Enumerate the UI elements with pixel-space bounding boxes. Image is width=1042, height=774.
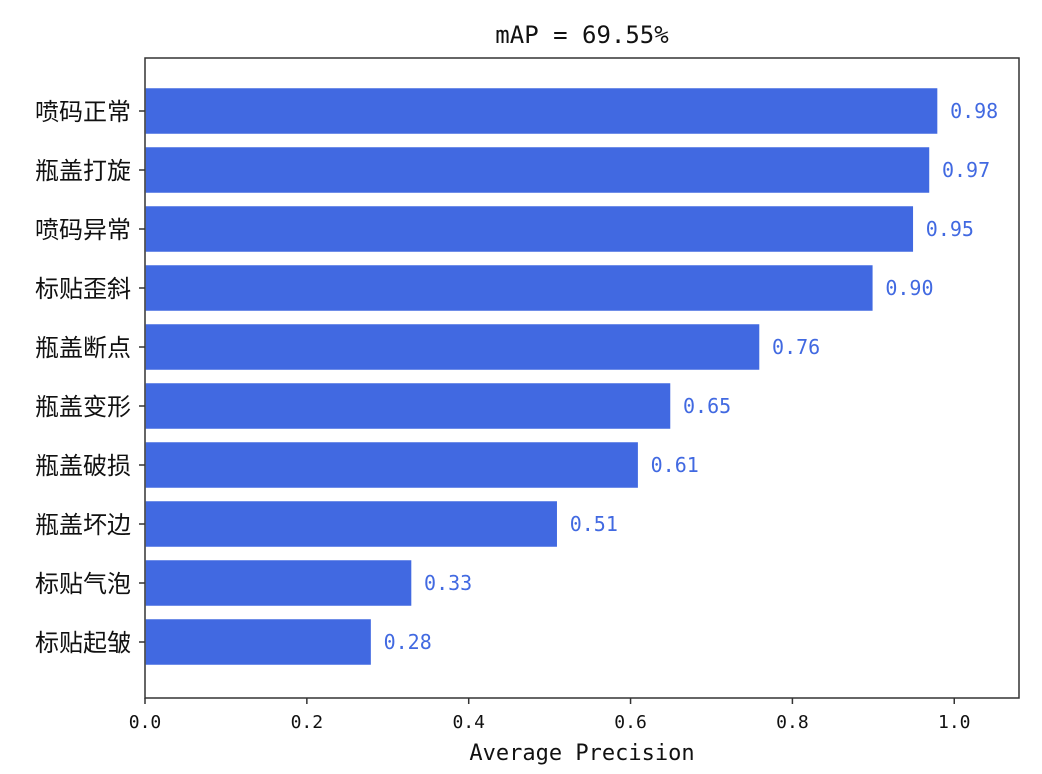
bar	[144, 617, 373, 667]
bar-value-label: 0.65	[683, 394, 731, 418]
bar-value-label: 0.90	[885, 276, 933, 300]
bar	[144, 145, 931, 195]
y-tick-label: 喷码正常	[35, 98, 131, 126]
y-tick-label: 标贴气泡	[35, 570, 131, 598]
bar	[144, 263, 875, 313]
y-tick-label: 标贴歪斜	[35, 275, 131, 303]
x-tick-label: 0.4	[452, 712, 485, 733]
y-tick-label: 喷码异常	[35, 216, 131, 244]
bar-value-label: 0.61	[651, 453, 699, 477]
y-tick-label: 瓶盖打旋	[35, 157, 131, 185]
bar	[144, 381, 672, 431]
x-tick-label: 1.0	[938, 712, 971, 733]
x-tick-label: 0.2	[291, 712, 324, 733]
bar	[144, 322, 761, 372]
bars-layer: 0.98 0.97 0.95 0.90 0.76 0.65 0.61 0.51 0.33 0.28	[144, 86, 998, 667]
bar-value-label: 0.95	[926, 217, 974, 241]
chart-title: mAP = 69.55%	[495, 21, 669, 49]
bar	[144, 499, 559, 549]
plot-frame	[144, 57, 1020, 699]
x-axis-label: Average Precision	[469, 741, 694, 766]
bar-value-label: 0.51	[570, 512, 618, 536]
y-tick-label: 瓶盖坏边	[35, 511, 131, 539]
y-tick-label: 瓶盖破损	[35, 452, 131, 480]
bar-value-label: 0.76	[772, 335, 820, 359]
bar	[144, 86, 939, 136]
y-tick-label: 瓶盖断点	[35, 334, 131, 362]
bar	[144, 204, 915, 254]
y-tick-label: 瓶盖变形	[35, 393, 131, 421]
y-tick-label: 标贴起皱	[35, 629, 131, 657]
bar-value-label: 0.98	[950, 99, 998, 123]
bar	[144, 558, 413, 608]
bar-value-label: 0.28	[384, 630, 432, 654]
x-tick-label: 0.8	[776, 712, 809, 733]
x-tick-label: 0.6	[614, 712, 647, 733]
x-tick-label: 0.0	[129, 712, 162, 733]
x-axis: 0.0 0.2 0.4 0.6 0.8 1.0	[129, 698, 971, 733]
bar-value-label: 0.33	[424, 571, 472, 595]
bar-value-label: 0.97	[942, 158, 990, 182]
bar	[144, 440, 640, 490]
